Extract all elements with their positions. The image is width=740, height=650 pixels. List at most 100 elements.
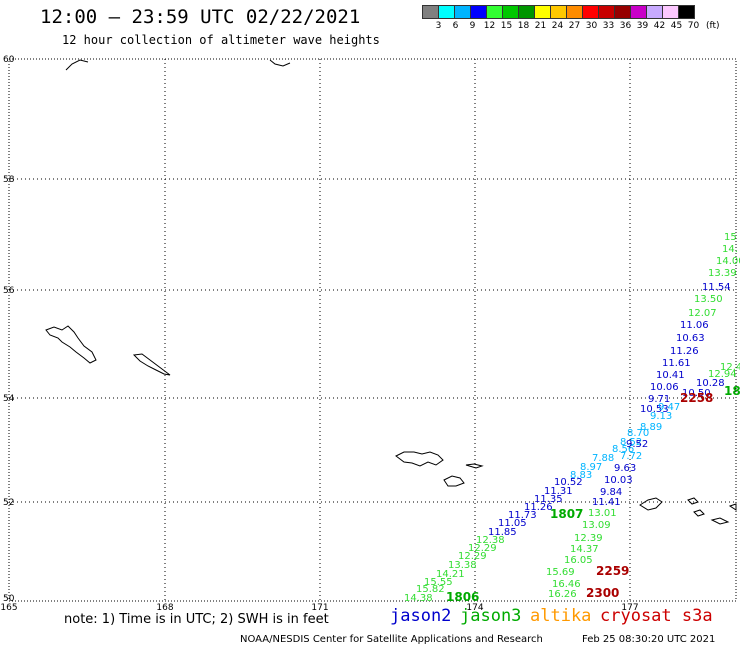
swh-value-label: 15.82: [416, 584, 445, 595]
lon-label-177: 177: [621, 603, 638, 613]
color-scale-legend: [422, 5, 695, 19]
swh-value-label: 12.94: [708, 369, 737, 380]
lat-label-54: 54: [3, 394, 15, 404]
swh-value-label: 12.29: [468, 543, 497, 554]
swh-value-label: 14.00: [716, 256, 740, 267]
swh-value-label: 13.39: [708, 268, 737, 279]
lat-label-56: 56: [3, 286, 15, 296]
swh-value-label: 14.21: [436, 569, 465, 580]
color-scale-label: 42: [653, 21, 666, 31]
swh-value-label: 10.03: [604, 475, 633, 486]
chart-subtitle: 12 hour collection of altimeter wave hei…: [62, 33, 380, 47]
swh-value-label: 7.88: [592, 453, 614, 464]
swh-value-label: 7.72: [620, 451, 642, 462]
lon-labels: 165 168 171 174 177: [0, 603, 638, 613]
island-rat-4: [728, 503, 737, 511]
swh-value-label: 11.61: [662, 358, 691, 369]
footer-credit: NOAA/NESDIS Center for Satellite Applica…: [240, 634, 543, 645]
coastline-north-1: [65, 59, 89, 71]
swh-value-label: 16.46: [552, 579, 581, 590]
swh-value-label: 10.50: [682, 388, 711, 399]
swh-value-label: 12.38: [476, 535, 505, 546]
satellite-legend-jason2: jason2: [390, 606, 452, 626]
swh-value-label: 2259: [596, 564, 629, 578]
lat-label-60: 60: [3, 55, 15, 65]
color-scale-label: 45: [670, 21, 683, 31]
footer-timestamp: Feb 25 08:30:20 UTC 2021: [582, 634, 716, 645]
swh-value-label: 2258: [680, 391, 713, 405]
swh-value-label: 8.52: [620, 437, 642, 448]
swh-value-label: 9.52: [626, 439, 648, 450]
color-scale-label: 24: [551, 21, 564, 31]
swh-value-label: 13.09: [582, 520, 611, 531]
swh-value-label: 16.26: [548, 589, 577, 600]
swh-value-label: 9.63: [614, 463, 636, 474]
swh-value-label: 2300: [586, 586, 619, 600]
color-scale-label: 21: [534, 21, 547, 31]
swh-value-label: 14.: [722, 244, 738, 255]
island-rat-3: [710, 517, 730, 525]
color-scale-label: 36: [619, 21, 632, 31]
swh-value-label: 9.13: [650, 411, 672, 422]
island-bering: [45, 325, 97, 364]
swh-value-label: 11.31: [544, 486, 573, 497]
swh-value-label: 10.52: [554, 477, 583, 488]
island-medny: [132, 353, 171, 376]
swh-value-label: 10.41: [656, 370, 685, 381]
lon-label-174: 174: [466, 603, 483, 613]
swh-value-label: 10.06: [650, 382, 679, 393]
island-agattu-small: [465, 463, 484, 469]
swh-value-label: 11.54: [702, 282, 731, 293]
island-rat-2: [693, 509, 705, 517]
units-note: note: 1) Time is in UTC; 2) SWH is in fe…: [64, 612, 329, 627]
color-scale-label: 6: [452, 21, 459, 31]
swh-value-label: 11.41: [592, 497, 621, 508]
lat-label-52: 52: [3, 498, 14, 508]
color-scale-label: 12: [483, 21, 496, 31]
swh-value-label: 14.38: [404, 593, 433, 604]
island-attu: [395, 451, 444, 467]
swh-value-label: 11.85: [488, 527, 517, 538]
lat-label-58: 58: [3, 175, 15, 185]
swh-value-label: 11.06: [680, 320, 709, 331]
swh-value-label: 9.84: [600, 487, 622, 498]
color-scale-label: 30: [585, 21, 598, 31]
swh-value-label: 8.97: [580, 462, 602, 473]
swh-value-label: 13.38: [448, 560, 477, 571]
swh-value-label: 1807: [550, 507, 583, 521]
swh-value-label: 9.47: [658, 402, 680, 413]
coastlines: [45, 59, 737, 525]
island-agattu: [443, 475, 465, 487]
swh-value-label: 11.73: [508, 510, 537, 521]
chart-title: 12:00 – 23:59 UTC 02/22/2021: [40, 6, 361, 28]
island-rat-1: [687, 497, 699, 505]
swh-value-label: 12.4: [720, 362, 740, 373]
swh-value-label: 13.50: [694, 294, 723, 305]
color-scale-label: 39: [636, 21, 649, 31]
lon-label-165: 165: [0, 603, 17, 613]
swh-value-label: 10.63: [676, 333, 705, 344]
swh-value-label: 15.69: [546, 567, 575, 578]
swh-value-label: 15: [724, 232, 737, 243]
lon-label-171: 171: [311, 603, 328, 613]
color-scale-labels: 3 6 9 12 15 18 21 24 27 30 33 36 39 42 45 70: [422, 21, 702, 31]
color-scale-label: 70: [687, 21, 700, 31]
satellite-legend-jason3: jason3: [460, 606, 522, 626]
swh-value-label: 15.55: [424, 577, 453, 588]
swh-value-label: 8.83: [570, 470, 592, 481]
swh-value-label: 12.39: [574, 533, 603, 544]
lon-label-168: 168: [156, 603, 173, 613]
swh-value-label: 8.89: [640, 422, 662, 433]
lat-label-50: 50: [3, 594, 15, 604]
swh-value-label: 18: [724, 384, 740, 398]
swh-value-label: 10.53: [640, 404, 669, 415]
lat-labels: 60 58 56 54 52 50: [3, 55, 15, 604]
swh-value-label: 8.70: [627, 428, 649, 439]
satellite-legend-cryosat-s3a: cryosat s3a: [600, 606, 713, 626]
satellite-legend-altika: altika: [530, 606, 592, 626]
island-kiska: [639, 497, 663, 511]
swh-value-label: 10.28: [696, 378, 725, 389]
swh-value-label: 1806: [446, 590, 479, 604]
